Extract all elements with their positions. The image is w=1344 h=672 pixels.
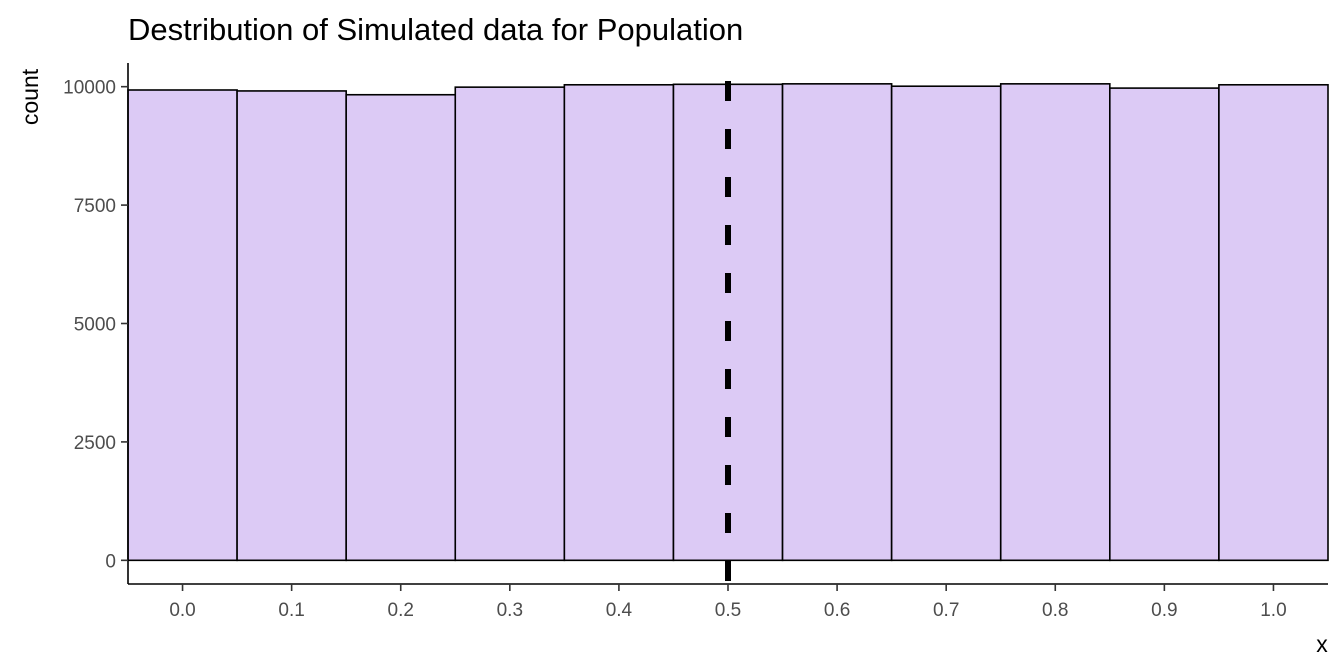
x-axis-ticks: 0.0 0.1 0.2 0.3 0.4 0.5 0.6 0.7 0.8 0.9 1.0 <box>169 584 1287 621</box>
histogram-bar <box>1109 87 1220 562</box>
histogram-bar <box>1218 83 1329 562</box>
x-tick-label: 0.8 <box>1042 600 1068 621</box>
x-tick-label: 0.1 <box>278 600 304 621</box>
x-tick-label: 0.5 <box>715 600 741 621</box>
x-tick-label: 0.0 <box>169 600 195 621</box>
x-tick-label: 0.7 <box>933 600 959 621</box>
x-tick-label: 0.4 <box>606 600 633 621</box>
histogram-bar <box>890 85 1002 562</box>
histogram-bar <box>236 90 347 562</box>
y-axis-title: count <box>17 68 43 125</box>
histogram-bar <box>781 83 893 562</box>
y-tick-label: 2500 <box>74 433 116 454</box>
x-tick-label: 1.0 <box>1260 600 1286 621</box>
histogram-bar <box>345 93 457 562</box>
histogram-bar <box>454 86 566 562</box>
histogram-bars <box>127 83 1329 562</box>
x-tick-label: 0.3 <box>497 600 523 621</box>
x-tick-label: 0.6 <box>824 600 850 621</box>
x-tick-label: 0.9 <box>1151 600 1177 621</box>
chart-title: Destribution of Simulated data for Popul… <box>128 12 743 47</box>
histogram-bar <box>563 83 675 562</box>
y-tick-label: 10000 <box>63 78 116 99</box>
histogram-bar <box>999 83 1111 562</box>
y-tick-label: 5000 <box>74 315 116 336</box>
y-tick-label: 0 <box>105 551 116 572</box>
y-tick-label: 7500 <box>74 196 116 217</box>
y-axis-ticks: 0 2500 5000 7500 10000 <box>63 78 128 572</box>
x-tick-label: 0.2 <box>388 600 414 621</box>
x-axis-title: x <box>1316 631 1328 657</box>
histogram-bar <box>127 89 238 562</box>
